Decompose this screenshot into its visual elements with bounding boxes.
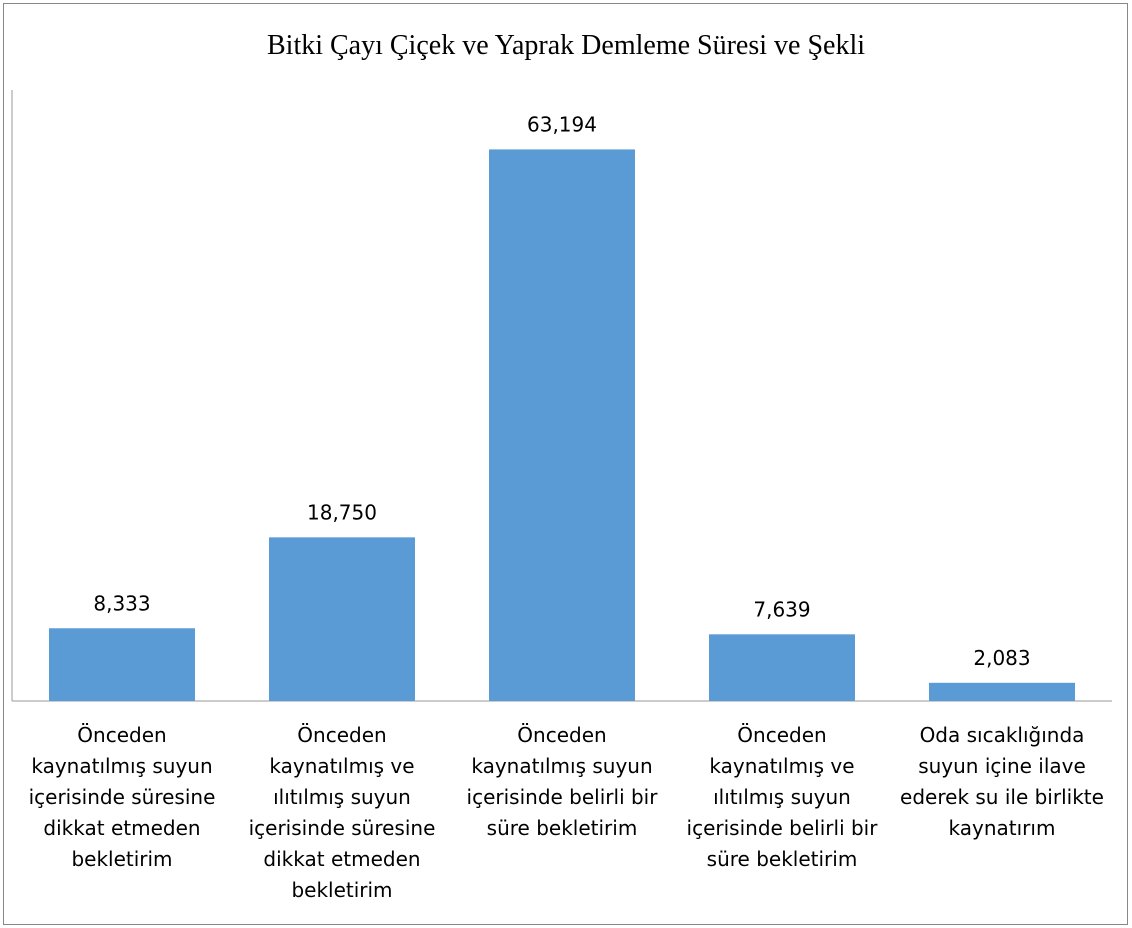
bar [929, 682, 1075, 701]
data-label: 7,639 [753, 597, 810, 621]
chart-border [3, 3, 1128, 925]
x-tick-label: Önceden kaynatılmış suyun içerisinde bel… [466, 723, 658, 840]
bar [49, 628, 195, 701]
bar [709, 634, 855, 701]
x-tick-label: Önceden kaynatılmış ve ılıtılmış suyun i… [686, 723, 878, 871]
bar [489, 149, 635, 701]
bar [269, 537, 415, 701]
x-tick-label: Önceden kaynatılmış ve ılıtılmış suyun i… [248, 723, 436, 902]
data-label: 8,333 [93, 591, 150, 615]
data-label: 18,750 [307, 500, 377, 524]
x-tick-label: Önceden kaynatılmış suyun içerisinde sür… [28, 723, 216, 871]
x-tick-label: Oda sıcaklığında suyun içine ilave edere… [900, 723, 1104, 840]
data-label: 2,083 [973, 646, 1030, 670]
data-label: 63,194 [527, 112, 597, 136]
chart-title: Bitki Çayı Çiçek ve Yaprak Demleme Süres… [267, 30, 865, 61]
